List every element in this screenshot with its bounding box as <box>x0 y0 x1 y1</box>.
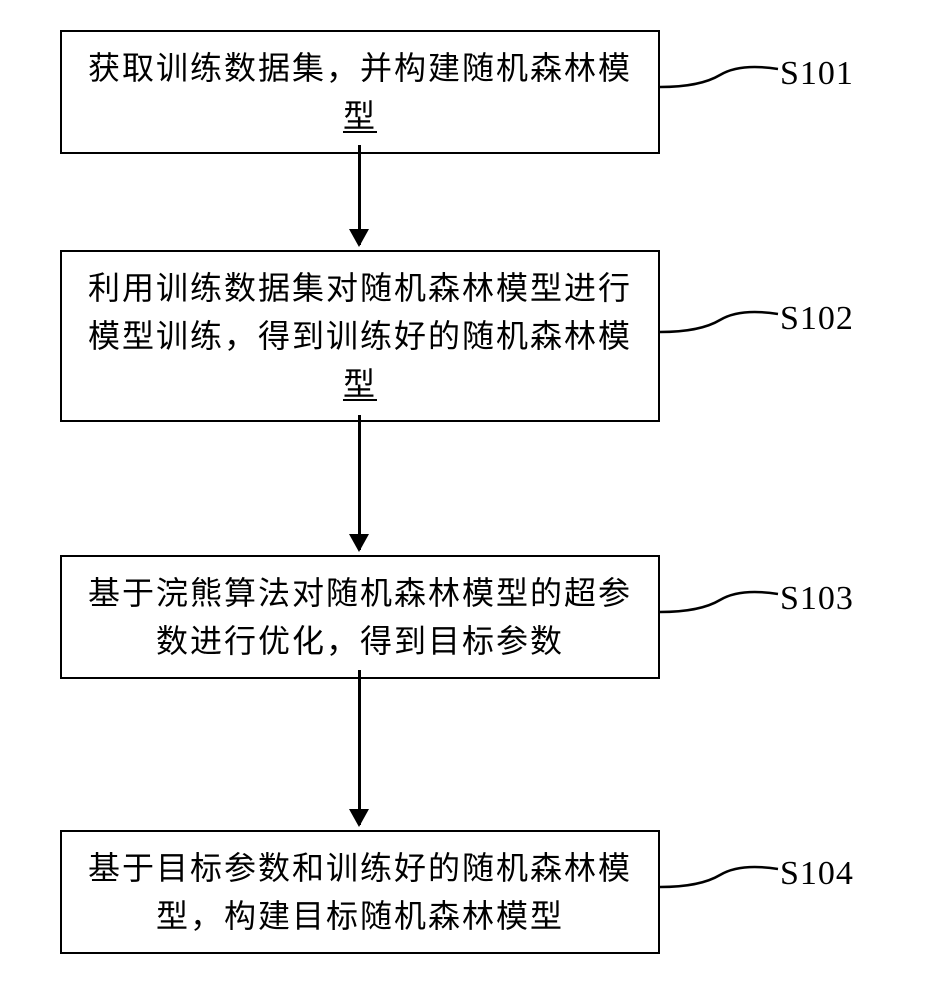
arrow-1 <box>358 145 361 245</box>
arrow-2 <box>358 415 361 550</box>
connector-s103 <box>660 580 780 620</box>
step-text-s101: 获取训练数据集，并构建随机森林模型 <box>82 44 638 140</box>
connector-s102 <box>660 300 780 340</box>
arrow-3 <box>358 670 361 825</box>
step-label-s103: S103 <box>780 580 854 618</box>
step-label-s102: S102 <box>780 300 854 338</box>
step-box-s104: 基于目标参数和训练好的随机森林模型，构建目标随机森林模型 <box>60 830 660 954</box>
connector-s101 <box>660 55 780 95</box>
connector-s104 <box>660 855 780 895</box>
step-label-s104: S104 <box>780 855 854 893</box>
step-box-s101: 获取训练数据集，并构建随机森林模型 <box>60 30 660 154</box>
flowchart-container: 获取训练数据集，并构建随机森林模型 S101 利用训练数据集对随机森林模型进行模… <box>0 0 950 1000</box>
step-text-s104: 基于目标参数和训练好的随机森林模型，构建目标随机森林模型 <box>82 844 638 940</box>
step-text-s102: 利用训练数据集对随机森林模型进行模型训练，得到训练好的随机森林模型 <box>82 264 638 408</box>
step-box-s102: 利用训练数据集对随机森林模型进行模型训练，得到训练好的随机森林模型 <box>60 250 660 422</box>
step-label-s101: S101 <box>780 55 854 93</box>
step-text-s103: 基于浣熊算法对随机森林模型的超参数进行优化，得到目标参数 <box>82 569 638 665</box>
step-box-s103: 基于浣熊算法对随机森林模型的超参数进行优化，得到目标参数 <box>60 555 660 679</box>
